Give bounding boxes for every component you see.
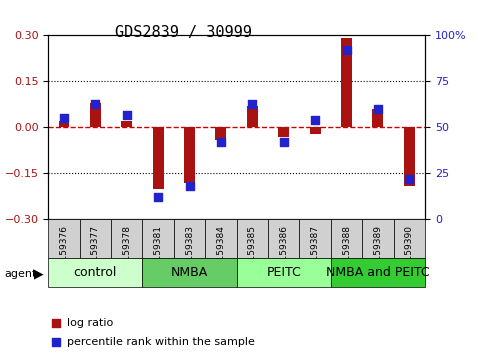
- FancyBboxPatch shape: [142, 219, 174, 258]
- FancyBboxPatch shape: [48, 219, 80, 258]
- Text: PEITC: PEITC: [267, 266, 301, 279]
- Text: GSM159377: GSM159377: [91, 225, 100, 280]
- FancyBboxPatch shape: [80, 219, 111, 258]
- FancyBboxPatch shape: [205, 219, 237, 258]
- Bar: [372, 109, 384, 127]
- Point: [312, 117, 319, 123]
- Point: [374, 106, 382, 112]
- Point: [155, 195, 162, 200]
- FancyBboxPatch shape: [362, 219, 394, 258]
- Point: [301, 249, 309, 255]
- FancyBboxPatch shape: [142, 258, 237, 287]
- FancyBboxPatch shape: [237, 219, 268, 258]
- Bar: [184, 127, 195, 183]
- Text: agent: agent: [5, 269, 37, 279]
- Bar: [215, 127, 227, 140]
- FancyBboxPatch shape: [268, 219, 299, 258]
- Point: [280, 139, 288, 145]
- Text: log ratio: log ratio: [67, 318, 114, 328]
- FancyBboxPatch shape: [174, 219, 205, 258]
- Point: [92, 101, 99, 106]
- Text: GSM159383: GSM159383: [185, 225, 194, 280]
- Point: [249, 101, 256, 106]
- FancyBboxPatch shape: [111, 219, 142, 258]
- Text: GSM159384: GSM159384: [216, 225, 226, 280]
- FancyBboxPatch shape: [48, 258, 142, 287]
- Text: GSM159389: GSM159389: [373, 225, 383, 280]
- Bar: [341, 39, 352, 127]
- Point: [60, 115, 68, 121]
- Text: NMBA: NMBA: [171, 266, 208, 279]
- Text: percentile rank within the sample: percentile rank within the sample: [67, 337, 255, 347]
- FancyBboxPatch shape: [331, 219, 362, 258]
- Text: GSM159376: GSM159376: [59, 225, 69, 280]
- Text: GSM159387: GSM159387: [311, 225, 320, 280]
- Point: [406, 176, 413, 182]
- FancyBboxPatch shape: [331, 258, 425, 287]
- Point: [301, 75, 309, 81]
- Point: [343, 47, 351, 53]
- Bar: [278, 127, 289, 137]
- Bar: [90, 103, 101, 127]
- Text: GSM159390: GSM159390: [405, 225, 414, 280]
- Bar: [153, 127, 164, 189]
- FancyBboxPatch shape: [237, 258, 331, 287]
- Point: [123, 112, 130, 118]
- Bar: [404, 127, 415, 186]
- Text: ▶: ▶: [34, 268, 43, 281]
- Point: [217, 139, 225, 145]
- Bar: [58, 121, 70, 127]
- Bar: [247, 106, 258, 127]
- Point: [186, 183, 194, 189]
- Bar: [310, 127, 321, 133]
- Text: GSM159378: GSM159378: [122, 225, 131, 280]
- Text: GSM159386: GSM159386: [279, 225, 288, 280]
- Text: GSM159388: GSM159388: [342, 225, 351, 280]
- Text: GDS2839 / 30999: GDS2839 / 30999: [115, 25, 252, 40]
- Text: NMBA and PEITC: NMBA and PEITC: [326, 266, 430, 279]
- Bar: [121, 121, 132, 127]
- Text: control: control: [74, 266, 117, 279]
- Text: GSM159381: GSM159381: [154, 225, 163, 280]
- Text: GSM159385: GSM159385: [248, 225, 257, 280]
- FancyBboxPatch shape: [394, 219, 425, 258]
- FancyBboxPatch shape: [299, 219, 331, 258]
